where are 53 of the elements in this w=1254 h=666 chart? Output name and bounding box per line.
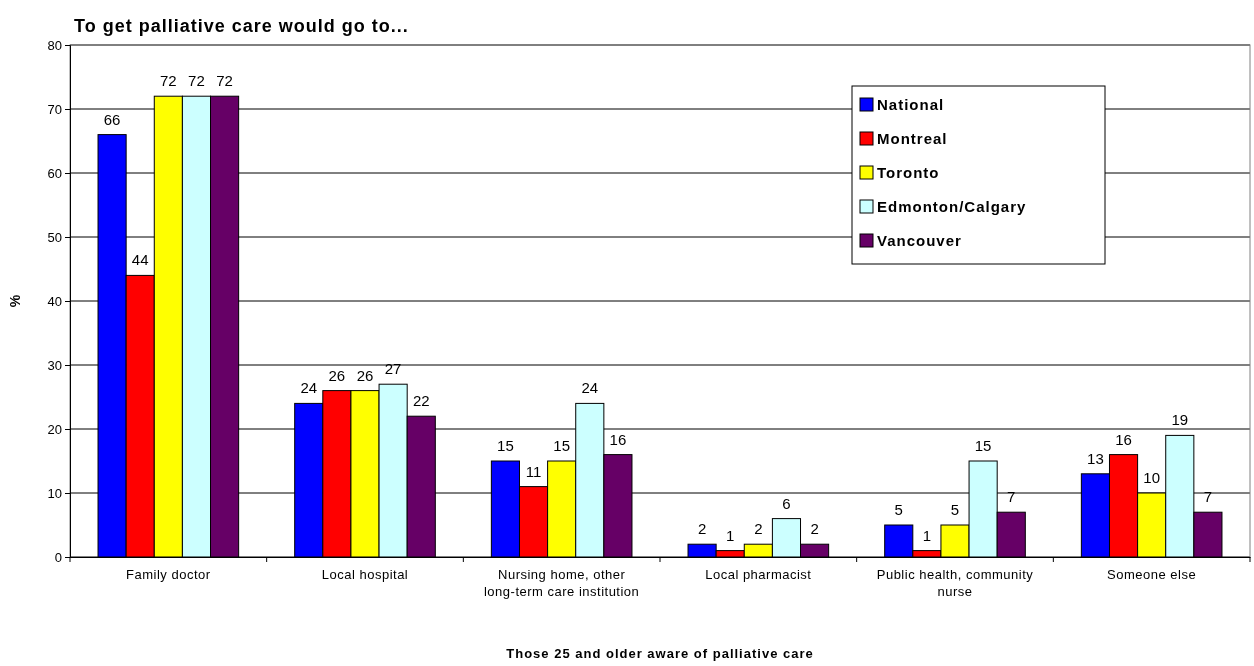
x-tick-label: Nursing home, other long-term care institution bbox=[483, 567, 640, 599]
y-tick-label: 60 bbox=[47, 165, 62, 181]
data-label: 27 bbox=[384, 360, 402, 378]
data-label: 16 bbox=[1115, 430, 1132, 448]
data-label: 72 bbox=[159, 72, 177, 90]
y-tick-label: 10 bbox=[47, 485, 62, 501]
data-label: 26 bbox=[356, 366, 374, 384]
y-axis-title: % bbox=[7, 294, 23, 308]
y-tick-label: 0 bbox=[54, 549, 62, 565]
legend-label: Toronto bbox=[877, 164, 940, 181]
data-label: 19 bbox=[1171, 411, 1189, 429]
data-label: 5 bbox=[950, 501, 960, 518]
data-label: 16 bbox=[609, 430, 627, 448]
data-label: 24 bbox=[300, 379, 318, 397]
data-label: 10 bbox=[1143, 469, 1161, 486]
data-label: 2 bbox=[810, 520, 819, 538]
data-label: 72 bbox=[216, 72, 233, 90]
data-label: 1 bbox=[922, 526, 932, 544]
data-label: 6 bbox=[782, 494, 791, 512]
data-label: 1 bbox=[726, 526, 735, 544]
data-label: 15 bbox=[553, 437, 571, 454]
legend-label: Edmonton/Calgary bbox=[877, 198, 1027, 215]
data-label: 5 bbox=[894, 501, 903, 518]
y-tick-label: 50 bbox=[47, 229, 62, 245]
x-tick-label: Public health, community nurse bbox=[876, 567, 1034, 599]
data-label: 15 bbox=[497, 437, 514, 454]
data-label: 2 bbox=[754, 520, 763, 538]
x-tick-label: Family doctor bbox=[126, 567, 211, 582]
legend-label: Montreal bbox=[877, 130, 948, 147]
data-label: 7 bbox=[1007, 488, 1016, 506]
data-label: 66 bbox=[103, 110, 121, 128]
legend-label: National bbox=[877, 96, 945, 113]
y-tick-label: 40 bbox=[47, 293, 62, 309]
legend-label: Vancouver bbox=[877, 232, 962, 249]
y-tick-label: 80 bbox=[47, 37, 62, 53]
data-label: 2 bbox=[697, 520, 707, 538]
data-label: 24 bbox=[581, 379, 599, 397]
x-tick-label: Local pharmacist bbox=[705, 567, 812, 582]
data-label: 26 bbox=[328, 366, 346, 384]
y-tick-label: 70 bbox=[47, 101, 62, 117]
data-label: 11 bbox=[525, 462, 542, 480]
data-label: 7 bbox=[1203, 488, 1213, 506]
y-tick-label: 30 bbox=[47, 357, 62, 373]
data-label: 22 bbox=[412, 392, 430, 410]
x-tick-label: Local hospital bbox=[321, 567, 409, 582]
chart-title: To get palliative care would go to... bbox=[74, 16, 409, 36]
data-label: 72 bbox=[188, 72, 205, 90]
x-tick-label: Someone else bbox=[1107, 567, 1197, 582]
x-axis-title: Those 25 and older aware of palliative care bbox=[506, 646, 814, 661]
y-tick-label: 20 bbox=[47, 421, 62, 437]
data-label: 13 bbox=[1087, 449, 1104, 467]
data-label: 15 bbox=[974, 437, 992, 454]
data-label: 44 bbox=[131, 251, 149, 269]
